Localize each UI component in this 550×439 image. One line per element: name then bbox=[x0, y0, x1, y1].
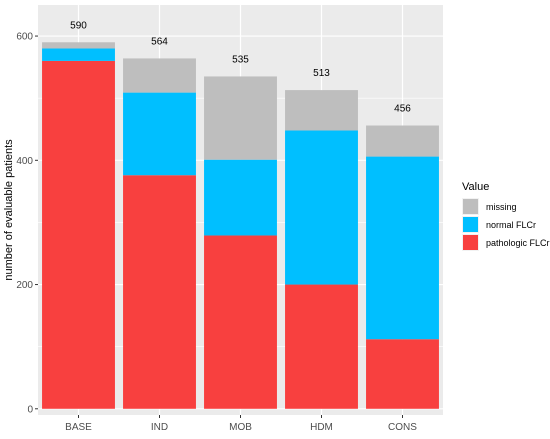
bar-segment bbox=[42, 48, 115, 61]
bar-total-label: 564 bbox=[151, 36, 168, 47]
bar-segment bbox=[123, 58, 196, 93]
bar-total-label: 590 bbox=[70, 20, 87, 31]
bar-segment bbox=[285, 130, 358, 285]
bar-segment bbox=[366, 125, 439, 157]
legend-title: Value bbox=[462, 181, 489, 193]
legend-label: missing bbox=[486, 202, 517, 212]
x-tick-label: MOB bbox=[229, 422, 252, 433]
bar-segment bbox=[42, 42, 115, 49]
x-axis: BASE IND MOB HDM CONS bbox=[65, 415, 417, 433]
bar-total-label: 513 bbox=[313, 68, 330, 79]
y-tick-label: 600 bbox=[16, 32, 33, 43]
y-tick-label: 200 bbox=[16, 280, 33, 291]
bar-segment bbox=[285, 90, 358, 131]
bar-segment bbox=[204, 159, 277, 236]
y-tick-label: 0 bbox=[27, 404, 33, 415]
x-tick-label: BASE bbox=[65, 422, 92, 433]
x-tick-label: IND bbox=[151, 422, 168, 433]
bar-segment bbox=[42, 60, 115, 409]
y-axis-title: number of evaluable patients bbox=[3, 139, 15, 281]
bars bbox=[42, 42, 439, 409]
bar-total-label: 456 bbox=[394, 104, 411, 115]
bar-segment bbox=[204, 235, 277, 409]
y-tick-label: 400 bbox=[16, 156, 33, 167]
bar-segment bbox=[285, 284, 358, 409]
y-axis: 0 200 400 600 bbox=[16, 32, 38, 415]
bar-segment bbox=[366, 156, 439, 340]
bar-segment bbox=[366, 339, 439, 409]
legend: Value missing normal FLCr pathologic FLCr bbox=[462, 181, 550, 251]
x-tick-label: CONS bbox=[388, 422, 417, 433]
legend-items: missing normal FLCr pathologic FLCr bbox=[462, 198, 550, 251]
legend-swatch bbox=[463, 199, 478, 214]
legend-swatch bbox=[463, 235, 478, 250]
legend-swatch bbox=[463, 217, 478, 232]
legend-label: pathologic FLCr bbox=[486, 238, 550, 248]
legend-label: normal FLCr bbox=[486, 220, 536, 230]
bar-segment bbox=[204, 76, 277, 160]
bar-segment bbox=[123, 92, 196, 176]
bar-total-labels: 590 564 535 513 456 bbox=[70, 20, 411, 114]
bar-total-label: 535 bbox=[232, 54, 249, 65]
bar-segment bbox=[123, 175, 196, 409]
x-tick-label: HDM bbox=[310, 422, 333, 433]
